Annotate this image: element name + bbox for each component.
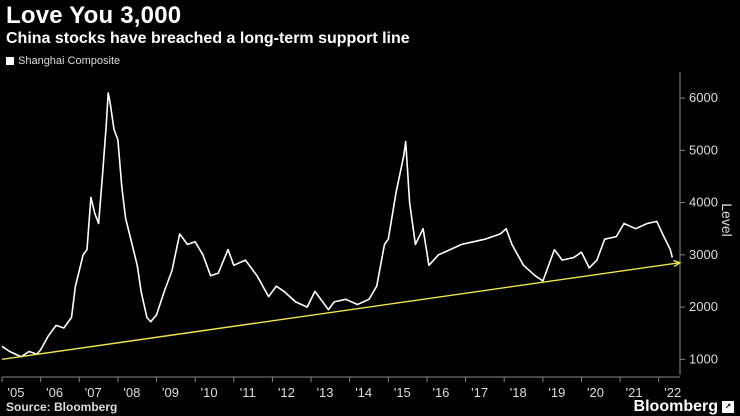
- x-tick-label: '11: [240, 385, 256, 400]
- x-tick-label: '05: [8, 385, 25, 400]
- trendline-arrow-icon: [673, 259, 682, 268]
- y-tick-label: 2000: [689, 299, 718, 314]
- series-line: [1, 92, 674, 358]
- x-tick-label: '10: [201, 385, 218, 400]
- x-tick-label: '12: [278, 385, 295, 400]
- legend-swatch: [6, 57, 14, 65]
- brand-logo: Bloomberg ↗: [634, 398, 734, 416]
- x-tick-label: '19: [548, 385, 565, 400]
- x-tick-label: '08: [123, 385, 140, 400]
- x-tick-label: '06: [46, 385, 63, 400]
- x-tick-label: '21: [626, 385, 643, 400]
- brand-name: Bloomberg: [633, 398, 718, 415]
- y-axis-title: Level: [719, 203, 735, 236]
- y-tick-label: 3000: [689, 247, 718, 262]
- x-tick-label: '22: [664, 385, 681, 400]
- support-trendline: [1, 261, 681, 361]
- y-tick-label: 4000: [689, 195, 718, 210]
- x-tick-label: '07: [85, 385, 102, 400]
- x-tick-label: '13: [317, 385, 334, 400]
- x-tick-label: '16: [432, 385, 449, 400]
- legend: Shanghai Composite: [6, 55, 120, 67]
- x-tick-label: '14: [355, 385, 372, 400]
- y-tick-label: 6000: [689, 90, 718, 105]
- brand-mark-icon: ↗: [722, 401, 734, 413]
- x-tick-label: '17: [471, 385, 488, 400]
- y-tick-label: 1000: [689, 351, 718, 366]
- x-tick-label: '09: [162, 385, 179, 400]
- x-tick-label: '20: [587, 385, 604, 400]
- source-note: Source: Bloomberg: [6, 400, 118, 414]
- chart-title: Love You 3,000: [6, 2, 182, 29]
- x-tick-label: '18: [510, 385, 527, 400]
- y-tick-label: 5000: [689, 142, 718, 157]
- legend-label: Shanghai Composite: [18, 55, 121, 67]
- chart-subtitle: China stocks have breached a long-term s…: [6, 30, 410, 47]
- x-tick-label: '15: [394, 385, 411, 400]
